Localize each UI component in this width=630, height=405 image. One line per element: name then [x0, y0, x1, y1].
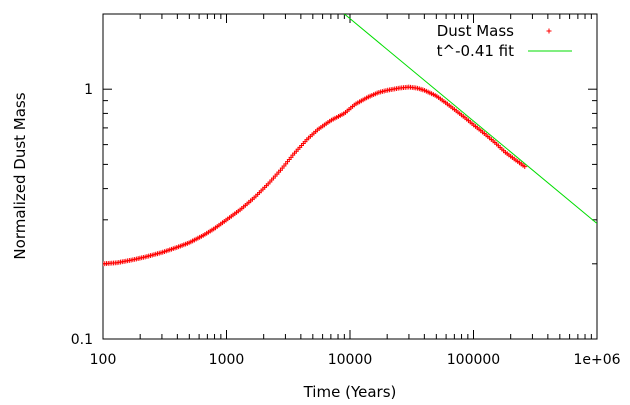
y-tick-label: 0.1: [71, 332, 93, 348]
x-tick-label: 100000: [447, 352, 500, 368]
series-layer: [103, 14, 597, 267]
plot-frame: [102, 13, 598, 340]
y-axis: 0.11: [71, 82, 597, 348]
y-axis-title: Normalized Dust Mass: [11, 92, 29, 259]
legend-marker-dust-mass: [546, 28, 552, 34]
data-point: [522, 164, 528, 169]
minor-ticks: [103, 14, 597, 339]
x-axis: 100 1000 10000 100000 1e+06: [90, 14, 621, 368]
legend: Dust Mass t^-0.41 fit: [437, 22, 572, 60]
x-axis-title: Time (Years): [303, 383, 397, 401]
legend-label-fit: t^-0.41 fit: [437, 42, 514, 60]
x-tick-label: 1000: [209, 352, 245, 368]
x-tick-label: 100: [90, 352, 117, 368]
x-tick-label: 10000: [328, 352, 373, 368]
legend-label-dust-mass: Dust Mass: [437, 22, 514, 40]
fit-line: [343, 14, 597, 224]
y-tick-label: 1: [84, 82, 93, 98]
x-tick-label: 1e+06: [573, 352, 620, 368]
